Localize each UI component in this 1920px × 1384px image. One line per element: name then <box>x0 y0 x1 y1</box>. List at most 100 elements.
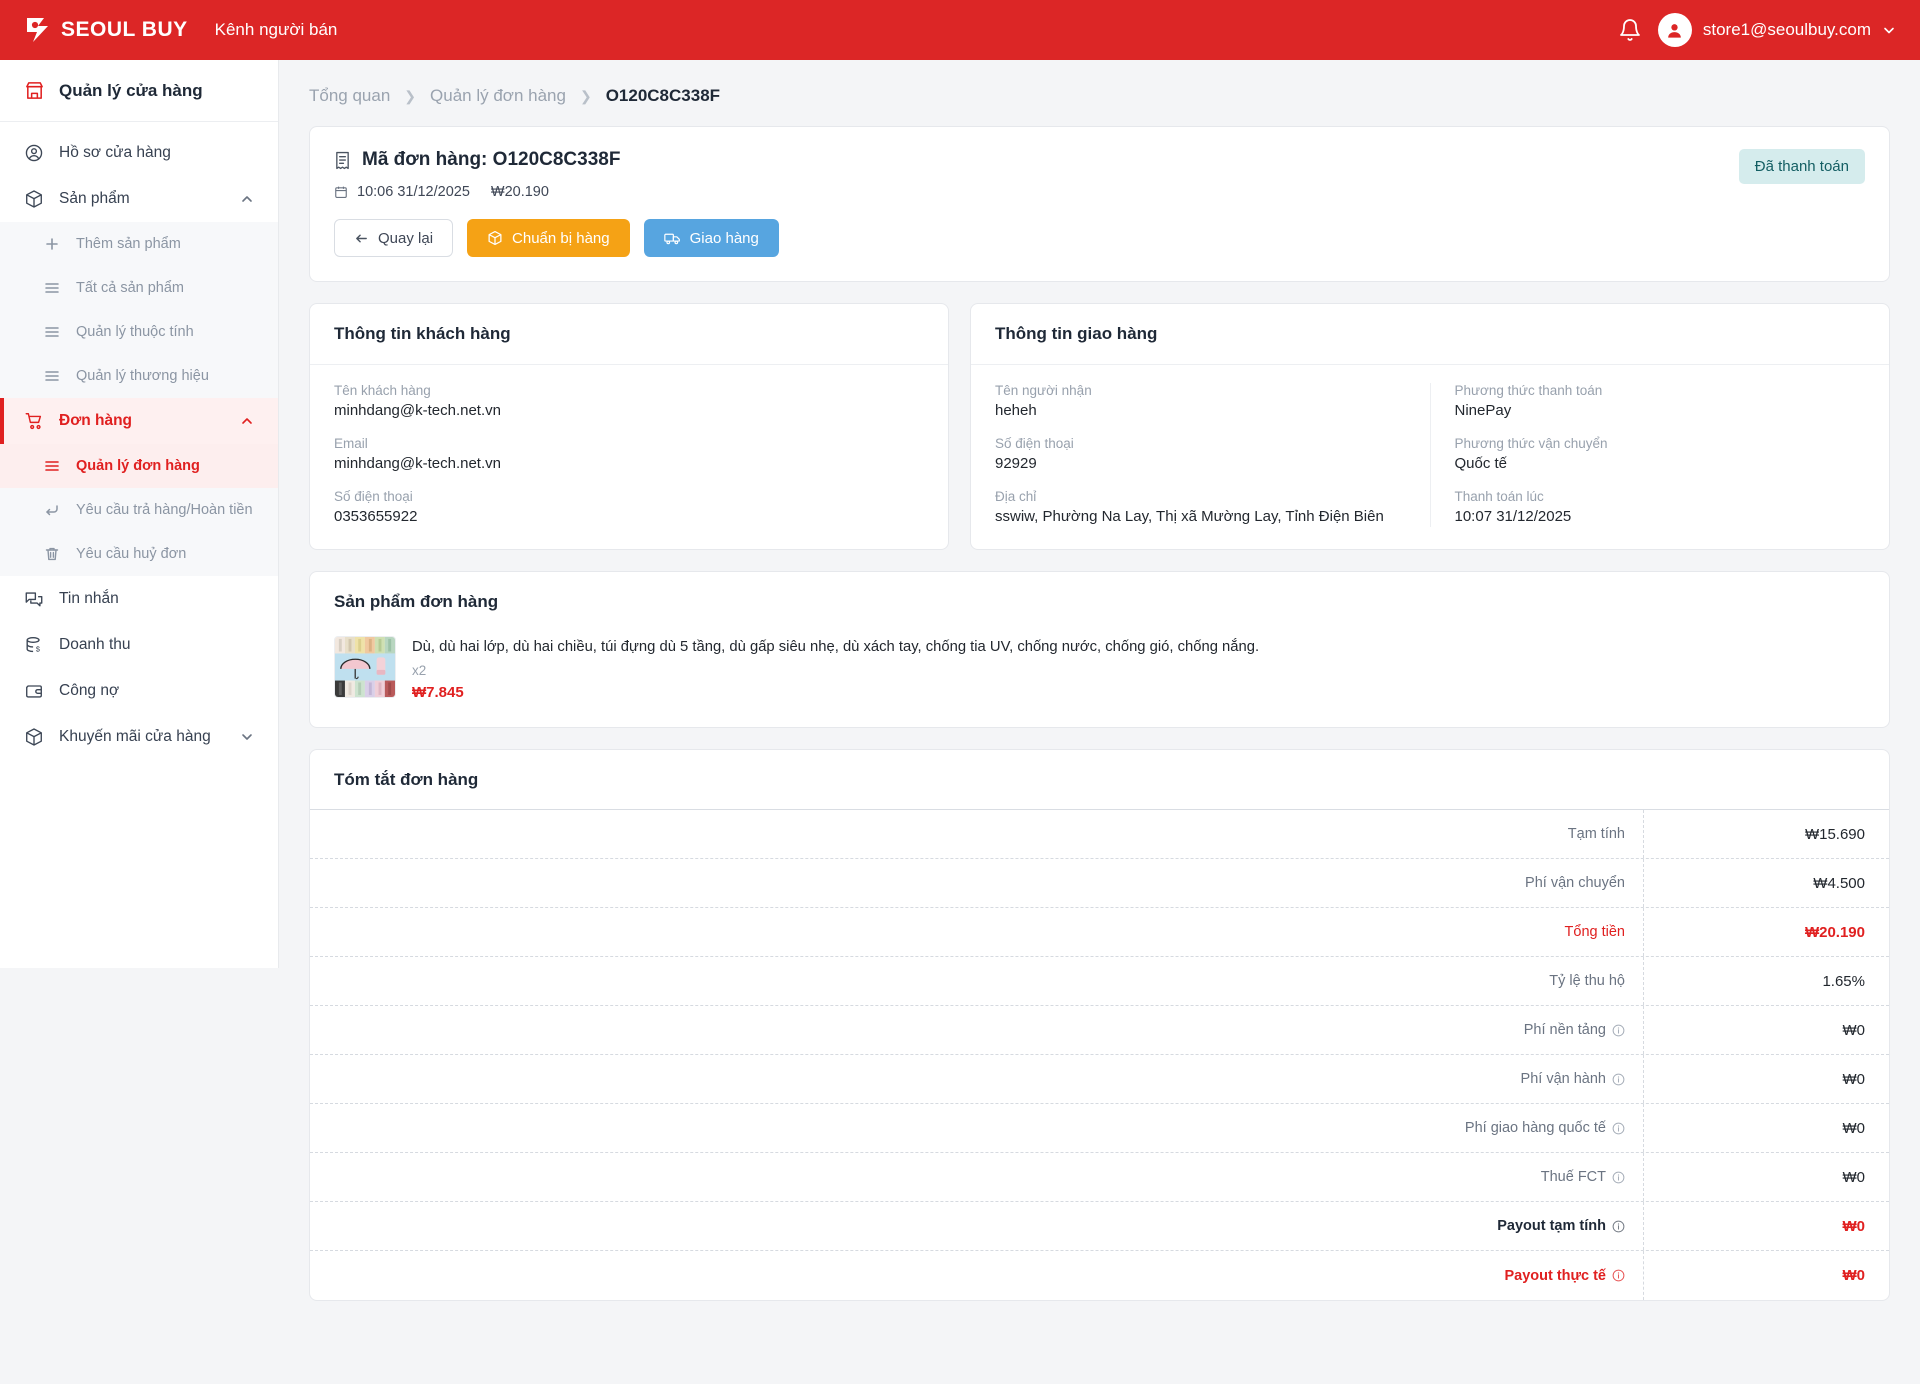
field-label: Tên khách hàng <box>334 383 431 398</box>
chevron-up-icon <box>240 192 254 206</box>
sidebar-subitem-label: Thêm sản phẩm <box>76 236 181 252</box>
field-value: Quốc tế <box>1454 454 1508 472</box>
field-value: minhdang@k-tech.net.vn <box>334 402 501 419</box>
avatar <box>1657 13 1692 47</box>
field-value: heheh <box>995 402 1037 419</box>
summary-card-title: Tóm tắt đơn hàng <box>310 750 1889 811</box>
info-icon[interactable] <box>1612 1171 1625 1184</box>
sidebar-item-label: Công nợ <box>59 682 120 699</box>
sidebar-item-revenue[interactable]: $ Doanh thu <box>0 622 278 668</box>
field-value: 92929 <box>995 454 1037 472</box>
prepare-order-button[interactable]: Chuẩn bị hàng <box>467 219 630 257</box>
customer-card-title: Thông tin khách hàng <box>310 304 948 365</box>
seoul-buy-logo-icon <box>24 17 52 43</box>
summary-row-total: Tổng tiền ₩20.190 <box>310 908 1889 958</box>
sidebar-store-header[interactable]: Quản lý cửa hàng <box>0 60 278 122</box>
sidebar-item-attributes[interactable]: Quản lý thuộc tính <box>0 310 278 354</box>
summary-row-label: Payout thực tế <box>1504 1267 1606 1284</box>
info-icon[interactable] <box>1612 1073 1625 1086</box>
info-cards-row: Thông tin khách hàng Tên khách hàng minh… <box>309 303 1890 550</box>
status-badge: Đã thanh toán <box>1738 149 1865 184</box>
sidebar-item-label: Doanh thu <box>59 636 131 653</box>
sidebar-item-products[interactable]: Sản phẩm <box>0 176 278 222</box>
shipping-left-column: Tên người nhận heheh Số điện thoại 92929… <box>995 383 1431 527</box>
info-icon[interactable] <box>1612 1122 1625 1135</box>
chevron-down-icon <box>240 730 254 744</box>
sidebar-item-label: Hồ sơ cửa hàng <box>59 144 171 161</box>
summary-row-label: Thuế FCT <box>1540 1169 1606 1186</box>
sidebar-item-brands[interactable]: Quản lý thương hiệu <box>0 354 278 398</box>
product-thumbnail <box>334 635 396 698</box>
field-label: Số điện thoại <box>334 488 413 504</box>
brand-logo[interactable]: SEOUL BUY <box>24 17 188 43</box>
info-icon[interactable] <box>1612 1024 1625 1037</box>
calendar-icon <box>334 185 348 199</box>
sidebar-subnav-products: Thêm sản phẩm Tất cả sản phẩm Quản lý th… <box>0 222 278 398</box>
info-icon[interactable] <box>1612 1269 1625 1282</box>
sidebar-item-add-product[interactable]: Thêm sản phẩm <box>0 222 278 266</box>
ship-order-button[interactable]: Giao hàng <box>643 219 779 257</box>
summary-row-label: Tổng tiền <box>1564 924 1625 941</box>
summary-row-value: ₩20.190 <box>1804 923 1865 941</box>
shipping-info-card: Thông tin giao hàng Tên người nhận heheh… <box>970 303 1890 550</box>
breadcrumb-overview[interactable]: Tổng quan <box>309 86 391 105</box>
sidebar-item-profile[interactable]: Hồ sơ cửa hàng <box>0 130 278 176</box>
chat-icon <box>24 589 44 609</box>
sidebar-subitem-label: Quản lý thương hiệu <box>76 368 209 384</box>
sidebar-item-order-management[interactable]: Quản lý đơn hàng <box>0 444 278 488</box>
breadcrumb-separator: ❯ <box>404 87 417 104</box>
breadcrumb-orders[interactable]: Quản lý đơn hàng <box>430 86 566 105</box>
field-payment-method: Phương thức thanh toán NinePay <box>1455 383 1866 421</box>
summary-row-value: ₩4.500 <box>1813 874 1865 892</box>
order-header-card: Mã đơn hàng: O120C8C338F 10:06 31/12/202… <box>309 126 1890 282</box>
sidebar-item-cancel-request[interactable]: Yêu cầu huỷ đơn <box>0 532 278 576</box>
list-icon <box>44 368 60 384</box>
sidebar-item-all-products[interactable]: Tất cả sản phẩm <box>0 266 278 310</box>
breadcrumb-separator: ❯ <box>579 87 592 104</box>
summary-row: Phí vận hành ₩0 <box>310 1055 1889 1105</box>
field-label: Phương thức vận chuyển <box>1454 435 1608 451</box>
arrow-left-icon <box>354 231 369 246</box>
sidebar-item-debt[interactable]: Công nợ <box>0 668 278 714</box>
breadcrumb-current: O120C8C338F <box>605 86 721 105</box>
field-customer-email: Email minhdang@k-tech.net.vn <box>334 436 924 474</box>
summary-row-value: ₩0 <box>1842 1119 1866 1137</box>
channel-label: Kênh người bán <box>214 20 338 39</box>
revenue-icon: $ <box>24 635 44 655</box>
sidebar-item-orders[interactable]: Đơn hàng <box>0 398 278 444</box>
list-icon <box>44 280 60 296</box>
summary-row-value: ₩15.690 <box>1804 825 1865 843</box>
list-icon <box>44 324 60 340</box>
product-name: Dù, dù hai lớp, dù hai chiều, túi đựng d… <box>412 638 1260 655</box>
sidebar-subitem-label: Quản lý thuộc tính <box>76 324 194 340</box>
sidebar-subnav-orders: Quản lý đơn hàng Yêu cầu trả hàng/Hoàn t… <box>0 444 278 576</box>
sidebar-item-messages[interactable]: Tin nhắn <box>0 576 278 622</box>
summary-row-label: Tỷ lệ thu hộ <box>1549 973 1625 990</box>
notification-bell-icon[interactable] <box>1618 18 1642 42</box>
sidebar-item-promotions[interactable]: Khuyến mãi cửa hàng <box>0 714 278 760</box>
summary-row-label: Phí vận chuyển <box>1525 875 1625 892</box>
sidebar-store-title: Quản lý cửa hàng <box>59 80 203 100</box>
ship-order-label: Giao hàng <box>689 229 759 247</box>
sidebar-item-return-refund[interactable]: Yêu cầu trả hàng/Hoàn tiền <box>0 488 278 532</box>
sidebar-item-label: Khuyến mãi cửa hàng <box>59 728 211 745</box>
user-menu[interactable]: store1@seoulbuy.com <box>1657 13 1896 47</box>
summary-row-label: Phí vận hành <box>1520 1071 1606 1088</box>
main-content: Tổng quan ❯ Quản lý đơn hàng ❯ O120C8C33… <box>279 60 1920 1384</box>
summary-row: Phí vận chuyển ₩4.500 <box>310 859 1889 909</box>
order-products-card: Sản phẩm đơn hàng <box>309 570 1890 729</box>
product-price: ₩7.845 <box>412 684 464 702</box>
summary-row: Phí giao hàng quốc tế ₩0 <box>310 1104 1889 1154</box>
field-value: sswiw, Phường Na Lay, Thị xã Mường Lay, … <box>995 507 1384 525</box>
field-address: Địa chỉ sswiw, Phường Na Lay, Thị xã Mườ… <box>995 489 1406 527</box>
back-button[interactable]: Quay lại <box>334 219 454 257</box>
summary-row: Tỷ lệ thu hộ 1.65% <box>310 957 1889 1007</box>
shipping-right-column: Phương thức thanh toán NinePay Phương th… <box>1431 383 1866 527</box>
field-label: Thanh toán lúc <box>1454 488 1544 504</box>
order-amount: ₩20.190 <box>490 184 549 200</box>
product-line-item: Dù, dù hai lớp, dù hai chiều, túi đựng d… <box>310 616 1889 727</box>
sidebar-subitem-label: Yêu cầu trả hàng/Hoàn tiền <box>76 502 253 518</box>
info-icon[interactable] <box>1612 1220 1625 1233</box>
summary-row-value: ₩0 <box>1842 1070 1866 1088</box>
receipt-icon <box>334 151 351 170</box>
